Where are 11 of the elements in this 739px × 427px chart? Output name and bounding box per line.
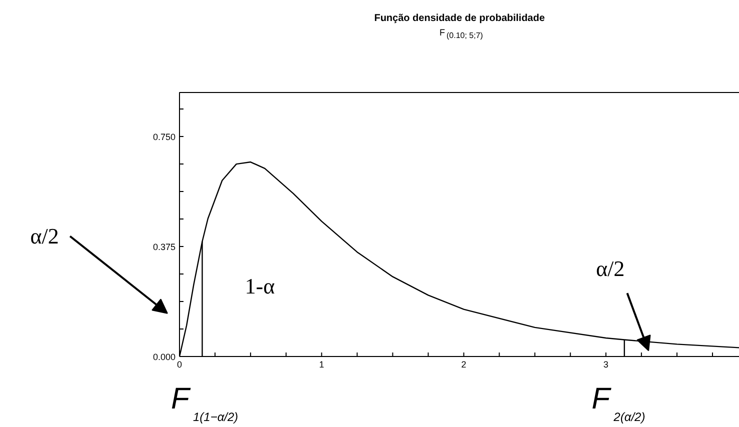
x-tick-label: 1 [319,360,324,370]
chart-title: Função densidade de probabilidade [374,13,546,24]
x-tick-label: 2 [461,360,466,370]
annotation: 1-α [244,274,276,299]
annotation: α/2 [596,256,625,281]
text: α/2 [30,224,59,249]
y-tick-label: 0.000 [152,352,176,362]
x-tick-label: 0 [176,360,182,370]
y-tick-label: 0.750 [152,132,176,142]
y-tick-label: 0.375 [152,242,176,252]
x-tick-label: 3 [603,360,608,370]
